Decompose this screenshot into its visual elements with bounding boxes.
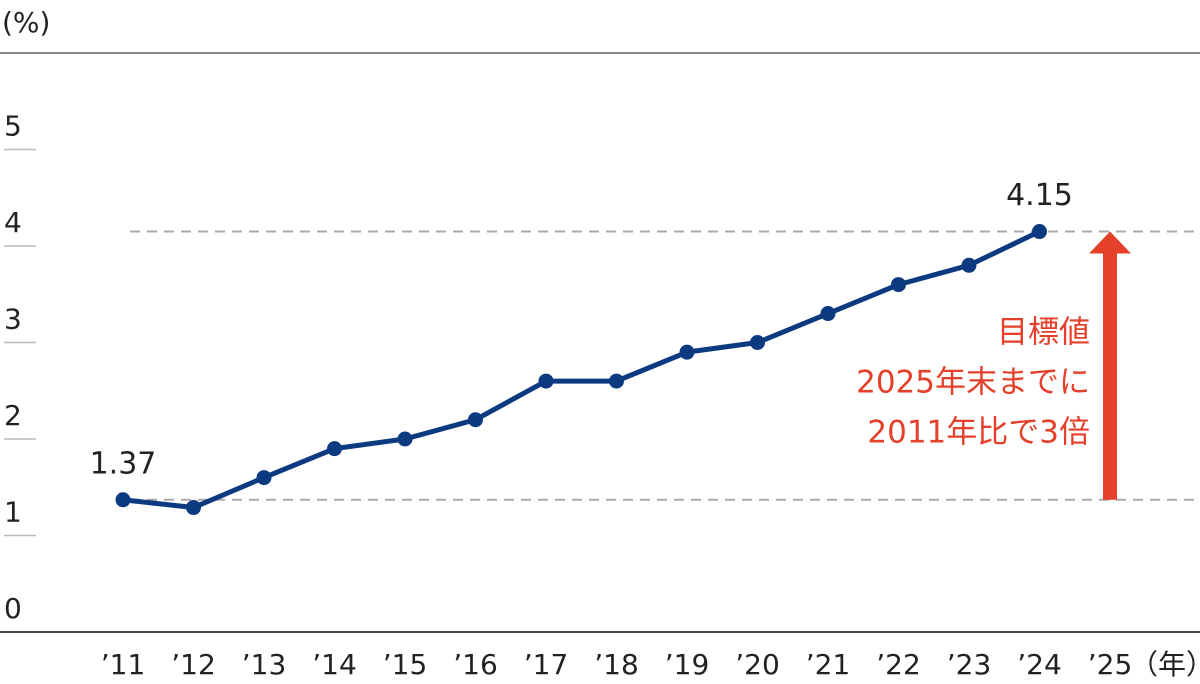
data-label: 4.15 — [1006, 178, 1073, 213]
point — [961, 257, 977, 273]
point — [891, 277, 906, 293]
point — [679, 344, 695, 360]
x-tick-label: ’18 — [594, 648, 639, 681]
y-tick-label: 4 — [4, 206, 22, 239]
x-tick-label: ’12 — [171, 648, 216, 681]
x-tick-label: ’11 — [101, 648, 146, 681]
annotation: 目標値 — [997, 315, 1090, 351]
y-tick-label: 0 — [4, 592, 22, 625]
y-tick-label: 1 — [4, 496, 22, 529]
y-tick-label: 2 — [4, 399, 22, 432]
point — [256, 470, 272, 486]
point — [186, 500, 201, 516]
arrow-shaft — [1103, 251, 1117, 500]
point — [750, 335, 765, 350]
x-tick-label: ’17 — [524, 648, 569, 681]
x-tick-label: ’19 — [665, 648, 710, 681]
point — [609, 373, 624, 389]
x-tick-label: ’16 — [453, 648, 498, 681]
point — [327, 441, 342, 457]
x-tick-label: ’20 — [735, 648, 780, 681]
annotation: 2025年末までに — [856, 365, 1090, 401]
y-tick-label: 5 — [4, 110, 22, 143]
x-tick-label: ’13 — [242, 648, 287, 681]
point — [115, 492, 131, 508]
point — [820, 306, 836, 322]
arrow-head — [1089, 231, 1131, 254]
point — [1032, 224, 1047, 240]
x-tick-label: ’22 — [876, 648, 921, 681]
y-unit: (%) — [2, 6, 50, 39]
point — [468, 412, 483, 428]
y-tick-label: 3 — [4, 303, 22, 336]
x-tick-label: ’15 — [383, 648, 428, 681]
annotation: 2011年比で3倍 — [867, 415, 1090, 451]
x-tick-label: ’25 — [1088, 648, 1133, 681]
point — [538, 373, 554, 389]
data-label: 1.37 — [90, 446, 157, 481]
x-unit: （年） — [1130, 648, 1200, 681]
line — [122, 229, 1041, 511]
point — [397, 431, 413, 447]
x-tick-label: ’24 — [1017, 648, 1062, 681]
x-tick-label: ’14 — [312, 648, 357, 681]
x-tick-label: ’21 — [806, 648, 851, 681]
x-tick-label: ’23 — [947, 648, 992, 681]
